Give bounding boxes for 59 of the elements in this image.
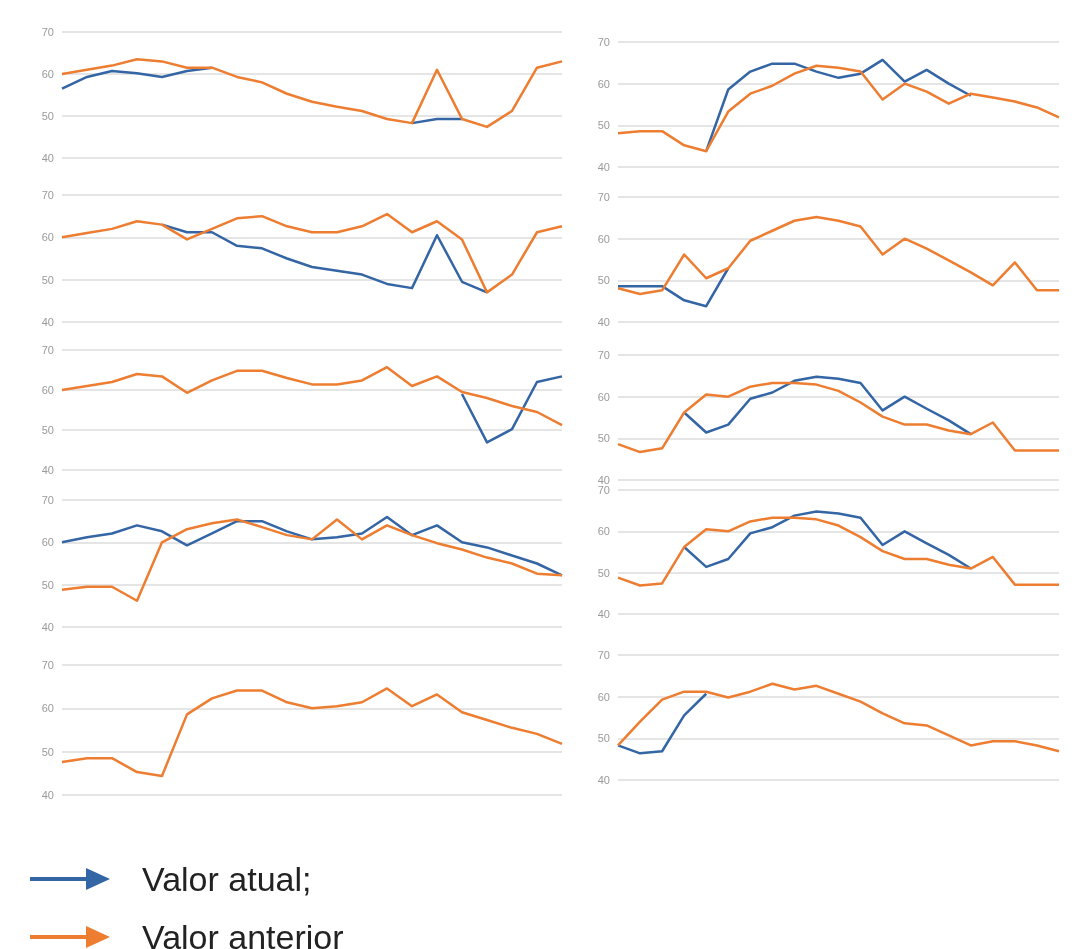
y-tick-label: 40 (41, 316, 54, 328)
y-tick-label: 40 (597, 316, 610, 328)
line-series (704, 58, 973, 153)
line-series (60, 365, 564, 427)
y-tick-label: 40 (597, 474, 610, 486)
y-tick-label: 60 (41, 384, 54, 396)
line-series (616, 516, 1061, 587)
y-tick-label: 50 (41, 110, 54, 122)
y-tick-label: 50 (41, 578, 54, 591)
y-tick-label: 50 (597, 432, 610, 445)
line-series (616, 682, 1061, 753)
y-tick-label: 60 (41, 536, 54, 549)
y-tick-label: 60 (597, 525, 610, 538)
y-tick-label: 70 (41, 26, 54, 38)
y-tick-label: 60 (597, 690, 610, 703)
line-series (616, 267, 730, 308)
y-tick-label: 70 (41, 189, 54, 201)
y-tick-label: 50 (597, 274, 610, 287)
y-tick-label: 40 (41, 621, 54, 633)
line-series (616, 692, 708, 755)
y-tick-label: 60 (597, 232, 610, 245)
y-tick-label: 40 (41, 152, 54, 164)
line-series (616, 381, 1061, 454)
y-tick-label: 50 (41, 273, 54, 286)
y-tick-label: 70 (41, 344, 54, 356)
y-tick-label: 50 (41, 745, 54, 758)
line-series (60, 515, 564, 577)
line-series (616, 215, 1061, 296)
line-series (682, 375, 973, 436)
y-tick-label: 50 (597, 566, 610, 579)
line-series (60, 58, 564, 129)
line-series (60, 687, 564, 778)
y-tick-label: 70 (597, 191, 610, 203)
y-tick-label: 60 (41, 231, 54, 244)
line-series (460, 375, 564, 444)
line-series (616, 64, 1061, 153)
y-tick-label: 40 (597, 608, 610, 620)
y-tick-label: 60 (597, 390, 610, 403)
y-tick-label: 60 (41, 68, 54, 80)
y-tick-label: 40 (597, 161, 610, 173)
line-series (60, 212, 564, 294)
y-tick-label: 50 (41, 424, 54, 436)
line-series (60, 518, 564, 602)
y-tick-label: 40 (41, 789, 54, 801)
y-tick-label: 70 (597, 349, 610, 361)
y-tick-label: 60 (41, 702, 54, 715)
y-tick-label: 70 (597, 484, 610, 496)
y-tick-label: 40 (41, 464, 54, 476)
legend-label: Valor anterior (142, 917, 344, 949)
y-tick-label: 60 (597, 77, 610, 90)
y-tick-label: 70 (597, 36, 610, 48)
line-series (682, 510, 973, 570)
y-tick-label: 50 (597, 732, 610, 745)
y-tick-label: 70 (597, 649, 610, 661)
y-tick-label: 70 (41, 659, 54, 671)
y-tick-label: 40 (597, 774, 610, 786)
y-tick-label: 70 (41, 494, 54, 506)
y-tick-label: 50 (597, 119, 610, 132)
legend-label: Valor atual; (142, 859, 312, 899)
